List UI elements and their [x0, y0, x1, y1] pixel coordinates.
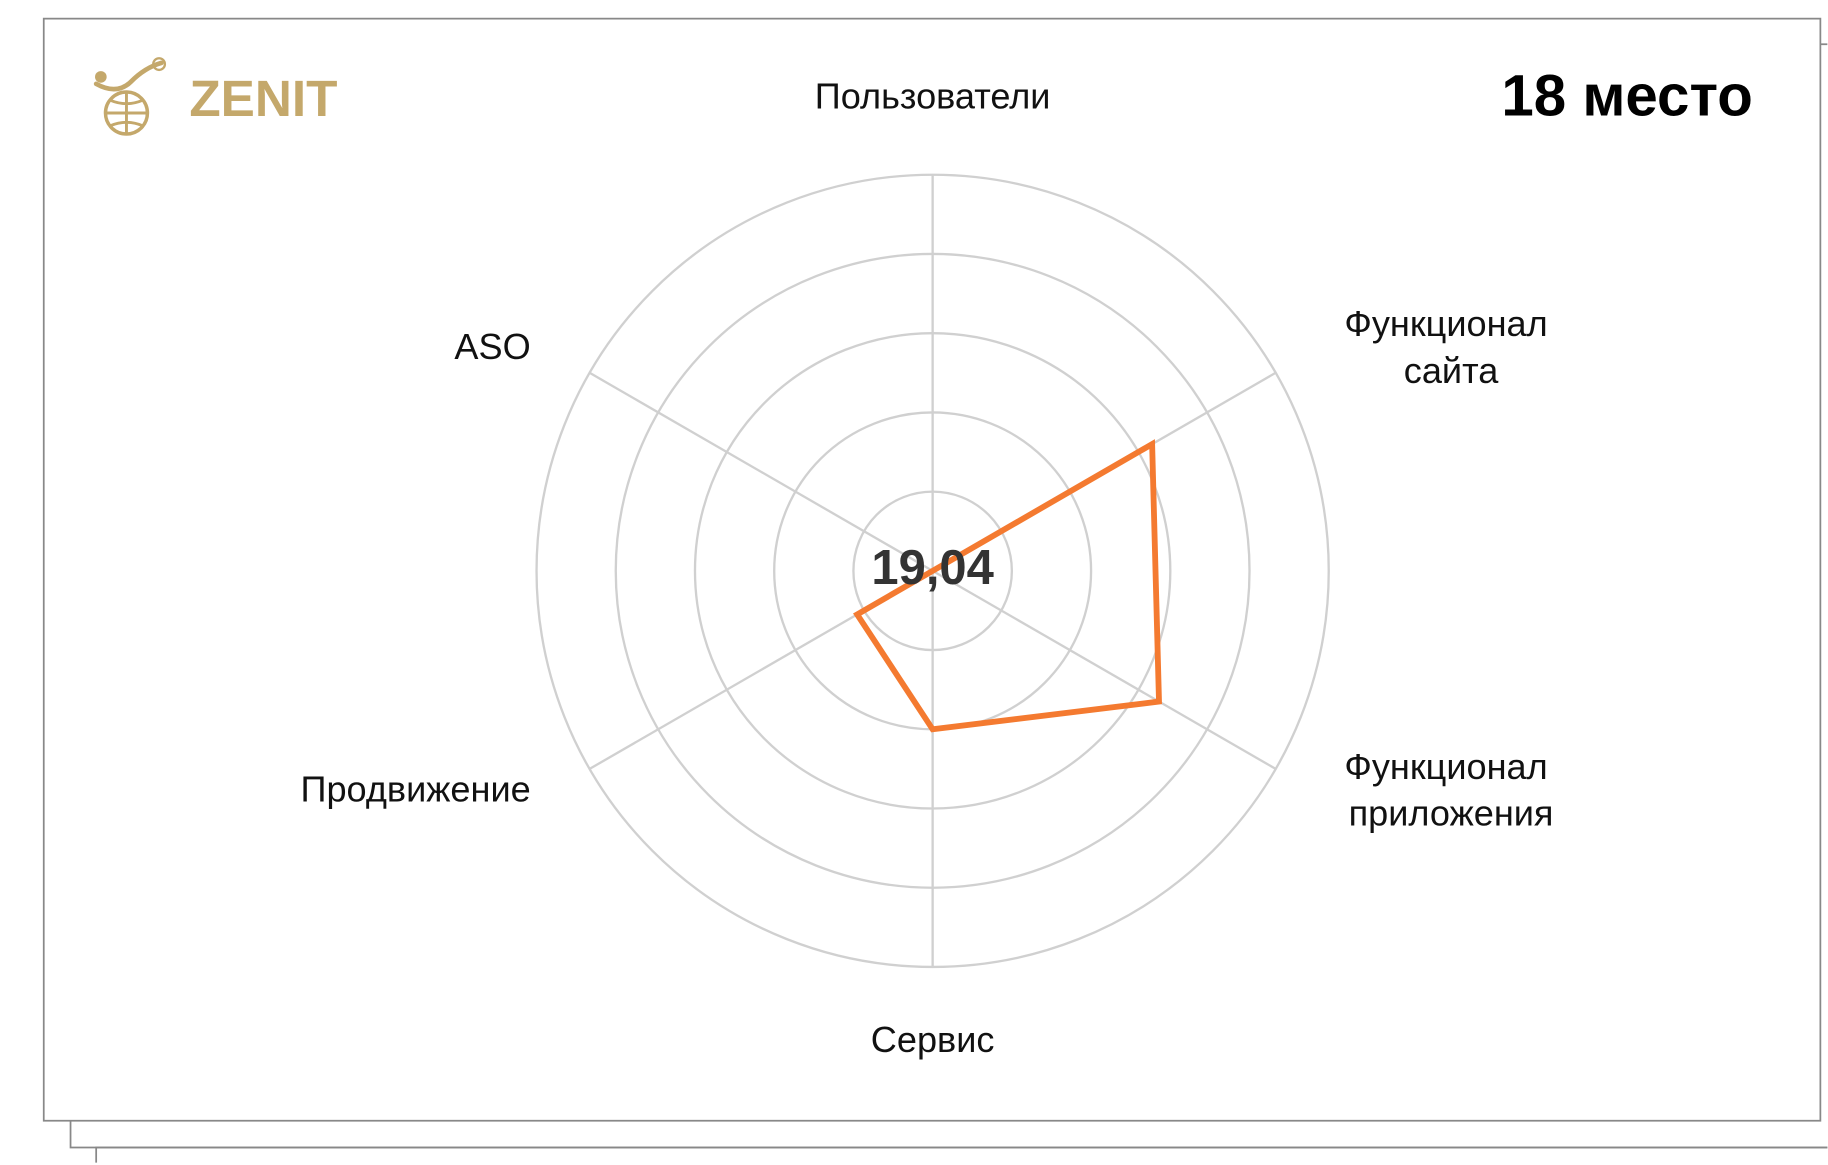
axis-label: Продвижение: [301, 769, 531, 810]
logo: ZENIT: [93, 57, 337, 136]
axis-label: Пользователи: [815, 76, 1051, 117]
logo-text: ZENIT: [189, 70, 337, 127]
axis-label: Функционал приложения: [1344, 745, 1557, 833]
axis-label: Функционал сайта: [1344, 303, 1557, 391]
axis-label: Сервис: [871, 1019, 995, 1060]
logo-figure: [93, 60, 164, 92]
radar-area: [853, 439, 1162, 733]
logo-head: [95, 71, 107, 83]
logo-ball: [152, 57, 167, 72]
axis-label: ASO: [454, 326, 530, 367]
center-score: 19,04: [871, 541, 993, 595]
card-shadow: [69, 1120, 1828, 1149]
grid-spoke: [932, 569, 1277, 770]
radar-chart: Пользователи Функционал сайта Функционал п…: [301, 76, 1558, 1061]
grid-spoke: [589, 371, 934, 572]
card-shadow: [95, 1146, 1828, 1163]
rank: 18 место: [1501, 64, 1752, 129]
logo-globe-lines: [105, 92, 148, 134]
